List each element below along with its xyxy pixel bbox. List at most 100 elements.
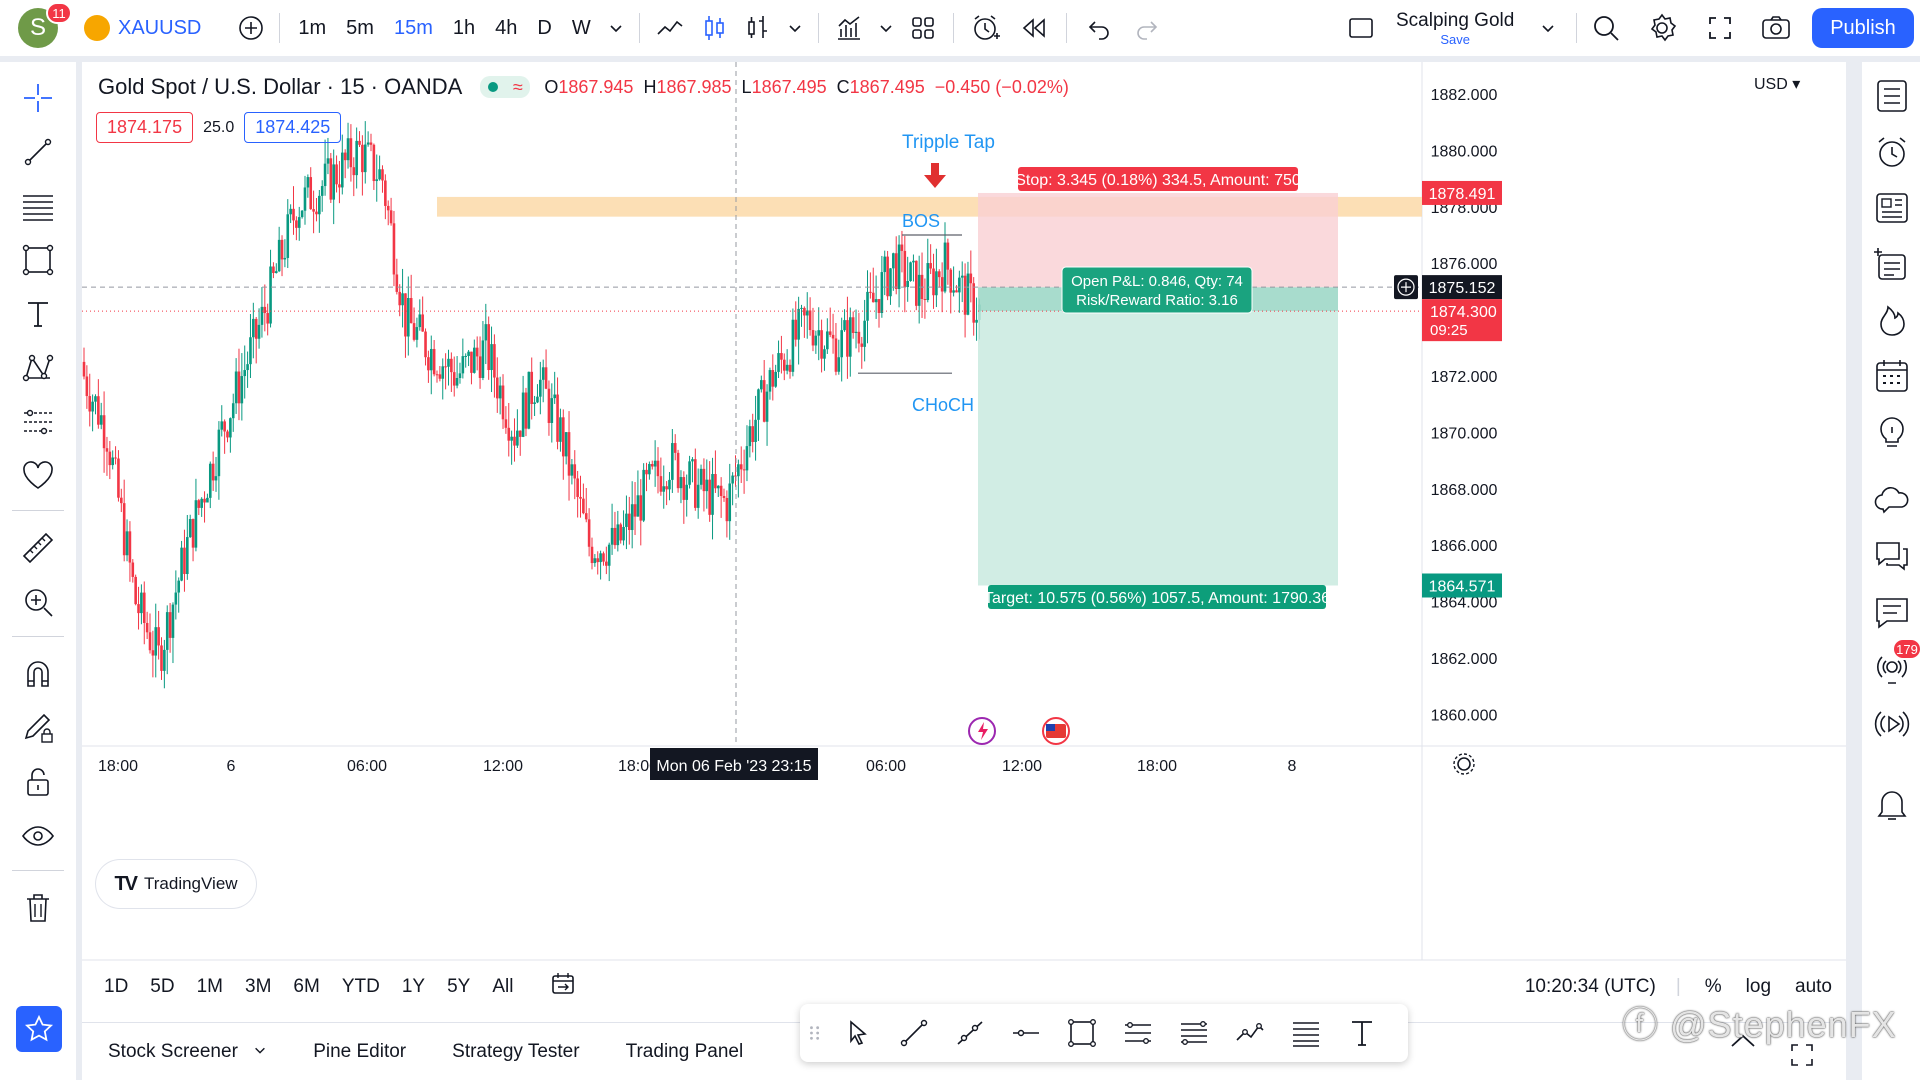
layout-dropdown[interactable]	[1536, 8, 1560, 48]
path-tool[interactable]	[1222, 1011, 1278, 1055]
candle-body	[125, 531, 129, 556]
indicators-dropdown[interactable]	[871, 8, 901, 48]
notifications-button[interactable]: 179	[1872, 638, 1920, 688]
fib-lines-tool[interactable]	[1278, 1011, 1334, 1055]
keep-drawing-tool[interactable]	[18, 708, 58, 748]
interval-4h[interactable]: 4h	[495, 16, 518, 39]
tradingview-logo[interactable]: TV TradingView	[96, 860, 256, 908]
range-5d[interactable]: 5D	[150, 976, 175, 997]
candle-body	[229, 418, 232, 438]
live-streams-button[interactable]	[1872, 704, 1912, 744]
remove-drawings-tool[interactable]	[18, 888, 58, 928]
settings-button[interactable]	[1642, 8, 1682, 48]
crosshair-tool[interactable]	[18, 78, 58, 118]
text-annotation-tool[interactable]	[1334, 1011, 1390, 1055]
cursor-tool[interactable]	[830, 1011, 886, 1055]
alert-button[interactable]	[962, 8, 1010, 48]
hot-ideas-button[interactable]	[1872, 300, 1912, 340]
price-chart[interactable]: Tripple Tap BOS CHoCH Stop: 3.345 (0.18%) 3…	[82, 62, 1846, 962]
date-range-button[interactable]	[549, 970, 577, 1004]
maximize-panel-button[interactable]	[1788, 1041, 1816, 1074]
chart-type-line-button[interactable]	[648, 8, 692, 48]
tab-strategy-tester[interactable]: Strategy Tester	[452, 1040, 580, 1062]
rectangle-tool[interactable]	[18, 240, 58, 280]
measure-tool[interactable]	[18, 528, 58, 568]
auto-toggle[interactable]: auto	[1795, 976, 1832, 997]
text-tool[interactable]	[18, 294, 58, 334]
alerts-panel-button[interactable]	[1872, 132, 1912, 172]
publish-button[interactable]: Publish	[1812, 8, 1914, 48]
fib-retracement-tool[interactable]	[1166, 1011, 1222, 1055]
horizontal-line-tool[interactable]	[998, 1011, 1054, 1055]
range-3m[interactable]: 3M	[245, 976, 272, 997]
notes-button[interactable]	[1872, 592, 1912, 632]
trend-line-tool[interactable]	[18, 132, 58, 172]
chart-type-candles-button[interactable]	[692, 8, 736, 48]
range-6m[interactable]: 6M	[293, 976, 320, 997]
user-avatar[interactable]: S 11	[18, 2, 72, 48]
tab-trading-panel[interactable]: Trading Panel	[625, 1040, 744, 1062]
interval-1m[interactable]: 1m	[298, 16, 327, 39]
market-status-pill[interactable]: ≈	[480, 76, 531, 98]
indicators-button[interactable]	[827, 8, 871, 48]
interval-15m[interactable]: 15m	[393, 16, 433, 39]
range-ytd[interactable]: YTD	[341, 976, 380, 997]
interval-dropdown-button[interactable]	[601, 8, 631, 48]
hide-drawings-tool[interactable]	[18, 816, 58, 856]
draw-rectangle-tool[interactable]	[1054, 1011, 1110, 1055]
search-button[interactable]	[1586, 8, 1626, 48]
favorites-toolbar-button[interactable]	[16, 1006, 62, 1052]
interval-w[interactable]: W	[571, 16, 591, 39]
utc-clock[interactable]: 10:20:34 (UTC)	[1524, 976, 1656, 997]
currency-selector[interactable]: USD ▾	[1754, 76, 1801, 93]
drag-handle[interactable]	[800, 1011, 830, 1055]
range-5y[interactable]: 5Y	[447, 976, 471, 997]
range-1d[interactable]: 1D	[104, 976, 129, 997]
fib-tool[interactable]	[18, 186, 58, 226]
sell-bid-button[interactable]: 1874.175	[96, 112, 194, 143]
log-toggle[interactable]: log	[1745, 976, 1772, 997]
layout-save-status[interactable]: Save	[1440, 32, 1470, 47]
chart-type-bars-button[interactable]	[736, 8, 780, 48]
chats-button[interactable]	[1872, 536, 1912, 576]
interval-d[interactable]: D	[537, 16, 552, 39]
calendar-button[interactable]	[1872, 356, 1912, 396]
data-window-button[interactable]	[1872, 188, 1912, 228]
pattern-tool[interactable]	[18, 348, 58, 388]
chart-type-dropdown[interactable]	[780, 8, 810, 48]
templates-button[interactable]	[901, 8, 945, 48]
symbol-search-button[interactable]: XAUUSD	[84, 15, 201, 41]
lock-drawings-tool[interactable]	[18, 762, 58, 802]
redo-button[interactable]	[1123, 8, 1171, 48]
magnet-tool[interactable]	[18, 654, 58, 694]
tab-stock-screener[interactable]: Stock Screener	[108, 1041, 267, 1063]
help-notifications-button[interactable]	[1872, 784, 1912, 824]
compare-add-symbol-button[interactable]	[231, 8, 271, 48]
range-all[interactable]: All	[492, 976, 514, 997]
draw-ray-tool[interactable]	[942, 1011, 998, 1055]
hotlists-button[interactable]	[1872, 244, 1912, 284]
range-1m[interactable]: 1M	[196, 976, 223, 997]
tab-pine-editor[interactable]: Pine Editor	[313, 1040, 407, 1062]
watchlist-button[interactable]	[1872, 76, 1912, 116]
interval-5m[interactable]: 5m	[346, 16, 374, 39]
parallel-channel-tool[interactable]	[1110, 1011, 1166, 1055]
streams-button[interactable]	[1872, 480, 1912, 520]
percent-toggle[interactable]: %	[1704, 976, 1722, 997]
layout-select-checkbox[interactable]	[1344, 8, 1378, 48]
range-1y[interactable]: 1Y	[401, 976, 426, 997]
collapse-panel-button[interactable]	[1728, 1031, 1758, 1056]
legend-title[interactable]: Gold Spot / U.S. Dollar · 15 · OANDA	[98, 74, 463, 99]
undo-button[interactable]	[1075, 8, 1123, 48]
buy-ask-button[interactable]: 1874.425	[244, 112, 342, 143]
layout-name-button[interactable]: Scalping Gold Save	[1396, 11, 1514, 46]
snapshot-button[interactable]	[1756, 8, 1796, 48]
draw-line-tool[interactable]	[886, 1011, 942, 1055]
favorites-drawings-tool[interactable]	[18, 456, 58, 496]
replay-button[interactable]	[1010, 8, 1058, 48]
zoom-tool[interactable]	[18, 582, 58, 622]
ideas-button[interactable]	[1872, 412, 1912, 452]
fullscreen-button[interactable]	[1700, 8, 1740, 48]
interval-1h[interactable]: 1h	[452, 16, 476, 39]
prediction-tool[interactable]	[18, 402, 58, 442]
